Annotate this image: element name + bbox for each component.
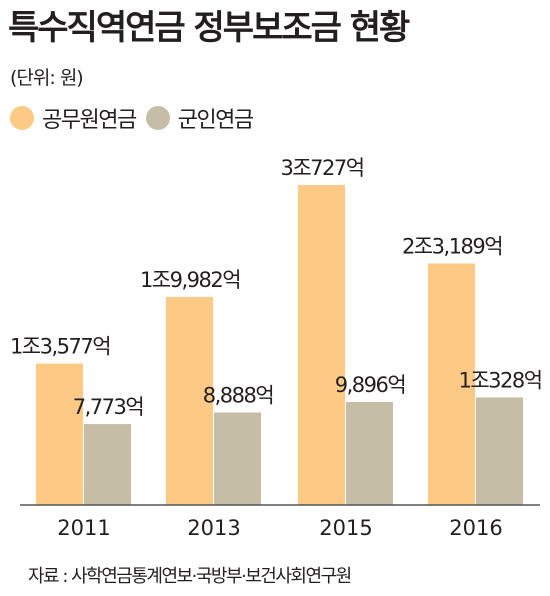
- bar-2013-series1: [166, 296, 213, 505]
- x-tick-label-2015: 2015: [319, 516, 372, 540]
- data-label-2016-series1: 2조3,189억: [402, 235, 502, 259]
- x-tick-label-2013: 2013: [187, 516, 240, 540]
- data-label-2015-series1: 3조727억: [280, 156, 363, 180]
- data-labels: 1조3,577억 7,773억 1조9,982억 8,888억 3조727억 9,896억…: [10, 156, 543, 419]
- unit-note: (단위: 원): [10, 67, 84, 89]
- data-label-2011-series2: 7,773억: [73, 395, 143, 419]
- legend: 공무원연금 군인연금: [10, 102, 254, 134]
- legend-label-series2: 군인연금: [177, 108, 254, 133]
- bars-group: [36, 185, 523, 505]
- chart-title: 특수직역연금 정부보조금 현황: [8, 8, 410, 48]
- bar-2011-series1: [36, 363, 83, 505]
- legend-label-series1: 공무원연금: [42, 108, 137, 133]
- bar-2011-series2: [84, 424, 131, 505]
- data-label-2013-series2: 8,888억: [203, 383, 273, 407]
- bar-2016-series1: [428, 263, 475, 505]
- bar-2013-series2: [214, 412, 261, 505]
- legend-item-series2: 군인연금: [145, 102, 254, 134]
- x-tick-label-2016: 2016: [449, 516, 502, 540]
- bar-2016-series2: [476, 397, 523, 505]
- data-label-2011-series1: 1조3,577억: [10, 335, 110, 359]
- legend-item-series1: 공무원연금: [10, 102, 137, 134]
- legend-swatch-series2: [145, 106, 170, 130]
- data-label-2015-series2: 9,896억: [335, 373, 405, 397]
- x-tick-label-2011: 2011: [57, 516, 110, 540]
- source-note: 자료 : 사학연금통계연보·국방부·보건사회연구원: [28, 566, 352, 587]
- x-tick-labels: 2011 2013 2015 2016: [57, 516, 502, 540]
- bar-2015-series1: [298, 185, 345, 505]
- legend-swatch-series1: [10, 106, 34, 130]
- data-label-2013-series1: 1조9,982억: [140, 268, 240, 292]
- data-label-2016-series2: 1조328억: [458, 368, 541, 392]
- bar-2015-series2: [346, 401, 393, 505]
